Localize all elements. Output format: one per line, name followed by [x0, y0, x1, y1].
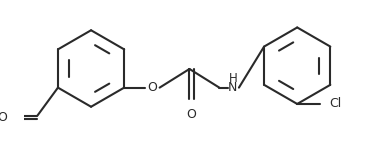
Text: Cl: Cl — [329, 97, 341, 110]
Text: H: H — [229, 72, 238, 85]
Text: N: N — [228, 81, 237, 94]
Text: O: O — [147, 81, 157, 94]
Text: O: O — [186, 108, 196, 121]
Text: O: O — [0, 111, 7, 124]
